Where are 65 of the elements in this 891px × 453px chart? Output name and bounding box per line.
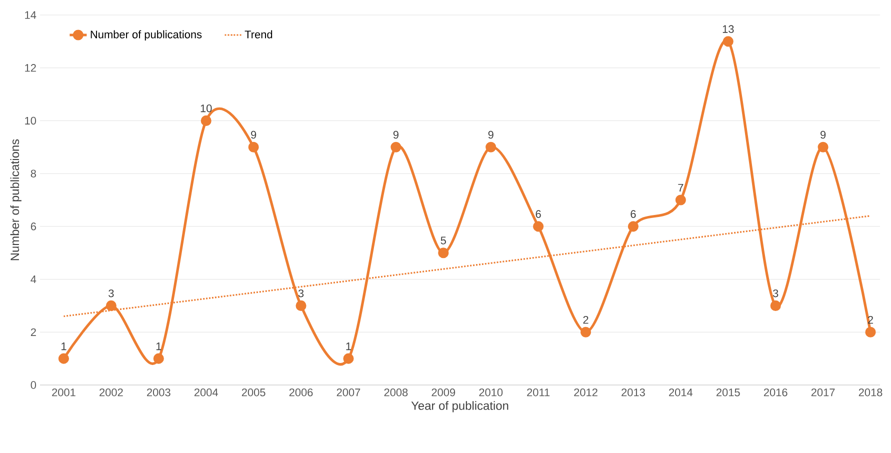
- point: [865, 326, 876, 338]
- point: [628, 221, 639, 232]
- x-tick-label: 2009: [432, 388, 456, 396]
- x-tick-label: 2002: [100, 388, 123, 396]
- point: [296, 300, 306, 311]
- point: [438, 248, 449, 258]
- point: [486, 142, 496, 152]
- data-label: 9: [820, 130, 826, 139]
- x-tick-label: 2016: [764, 388, 788, 396]
- y-tick-label: 12: [25, 64, 36, 72]
- data-label: 10: [200, 104, 212, 112]
- point: [722, 36, 734, 47]
- x-tick-label: 2010: [479, 388, 503, 396]
- x-tick-label: 2014: [669, 388, 693, 396]
- point: [580, 326, 592, 338]
- x-tick-label: 2005: [242, 388, 266, 396]
- data-label: 2: [583, 316, 588, 324]
- data-label: 1: [346, 342, 351, 350]
- point: [153, 353, 164, 364]
- x-tick-label: 2011: [527, 388, 550, 396]
- point: [58, 353, 70, 364]
- x-tick-label: 2012: [574, 388, 598, 396]
- point: [390, 142, 402, 152]
- x-tick-label: 2008: [384, 388, 408, 396]
- point: [675, 194, 686, 206]
- data-label: 7: [678, 184, 684, 192]
- data-label: 13: [722, 25, 734, 33]
- point: [343, 353, 354, 364]
- data-label: 9: [393, 130, 398, 139]
- y-tick-label: 2: [30, 328, 36, 336]
- data-label: 3: [108, 289, 114, 298]
- point: [818, 142, 828, 152]
- x-axis-title: Year of publication: [411, 401, 508, 412]
- data-label: 6: [536, 210, 541, 218]
- data-label: 6: [630, 210, 636, 218]
- x-tick-label: 2015: [716, 388, 740, 396]
- y-tick-label: 4: [30, 276, 36, 284]
- legend-label: Trend: [244, 30, 272, 38]
- x-tick-label: 2017: [811, 388, 835, 396]
- data-label: 3: [772, 289, 778, 298]
- data-label: 9: [488, 130, 494, 139]
- data-label: 3: [298, 289, 304, 298]
- y-axis-title: Number of publications: [10, 139, 22, 260]
- y-tick-label: 8: [30, 170, 36, 178]
- data-label: 5: [440, 236, 446, 244]
- data-label: 1: [156, 342, 162, 350]
- y-tick-label: 6: [30, 222, 36, 230]
- legend-label: Number of publications: [90, 30, 202, 40]
- x-tick-label: 2013: [622, 388, 645, 396]
- point: [200, 115, 212, 126]
- x-tick-label: 2001: [52, 388, 76, 396]
- y-tick-label: 0: [30, 381, 36, 389]
- x-tick-label: 2007: [336, 388, 360, 396]
- data-label: 9: [251, 130, 256, 139]
- data-label: 1: [62, 342, 66, 350]
- x-tick-label: 2004: [194, 388, 218, 396]
- y-tick-label: 10: [25, 116, 36, 125]
- point: [533, 221, 544, 232]
- y-tick-label: 14: [25, 11, 36, 19]
- point: [770, 300, 781, 311]
- x-tick-label: 2003: [147, 388, 170, 396]
- x-tick-label: 2006: [289, 388, 313, 396]
- x-tick-label: 2018: [858, 388, 882, 396]
- point: [248, 142, 259, 152]
- point: [106, 300, 116, 311]
